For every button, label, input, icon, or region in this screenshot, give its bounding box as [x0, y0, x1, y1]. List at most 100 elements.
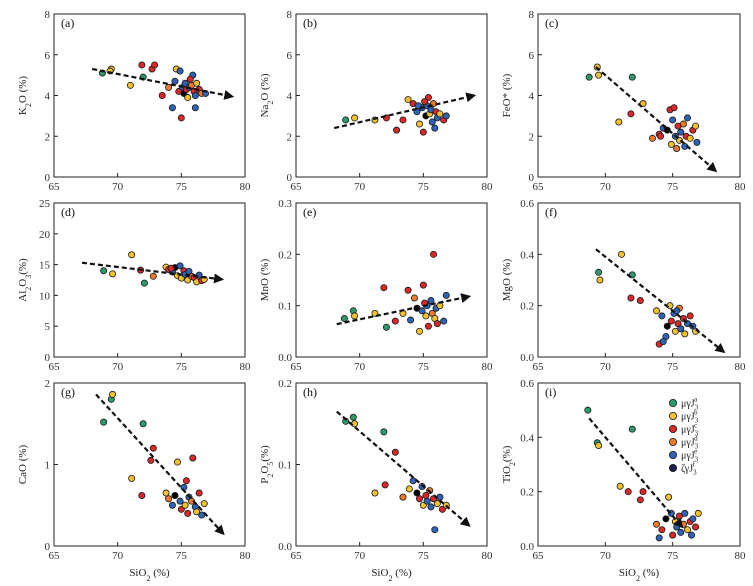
data-point [663, 322, 671, 330]
data-point [667, 140, 675, 148]
x-axis-title: SiO2 (%) [371, 567, 412, 583]
data-point [349, 413, 357, 421]
data-point [681, 509, 689, 517]
x-tick-label: 70 [354, 181, 366, 193]
panel-label: (i) [545, 385, 556, 399]
panel-d: 65 70 75 80 0 5 10 15 20 25 (d) Al2O3(%) [17, 198, 251, 373]
data-point [433, 500, 441, 508]
data-point [692, 523, 700, 531]
data-point [617, 250, 625, 258]
y-tick-label: 2 [45, 131, 51, 143]
plot-frame [537, 202, 741, 358]
data-point [138, 61, 146, 69]
data-point [189, 454, 197, 462]
data-point [419, 281, 427, 289]
panel-h: 65 70 75 80 0.0 0.1 0.2 (h) P2O5(%) SiO2 (%) [259, 378, 493, 583]
panel-label: (e) [303, 205, 316, 219]
panel-c: 65 70 75 80 0 2 4 6 8 (c) FeO* (%) [501, 9, 746, 193]
data-point [659, 338, 667, 346]
data-point [673, 307, 681, 315]
data-point [351, 312, 359, 320]
panel-i: 65 70 75 80 0.0 0.2 0.4 0.6 (i) TiO2(%) SiO2 (%) [501, 378, 746, 583]
data-point [413, 489, 421, 497]
data-point [171, 491, 179, 499]
x-tick-label: 80 [240, 181, 252, 193]
x-tick-label: 75 [667, 361, 679, 373]
data-point [139, 420, 147, 428]
y-tick-label: 0.2 [278, 249, 292, 261]
data-point [381, 481, 389, 489]
data-point [165, 495, 173, 503]
data-point [100, 418, 108, 426]
data-point [342, 116, 350, 124]
data-point [100, 267, 108, 275]
data-point [683, 526, 691, 534]
data-point [677, 128, 685, 136]
panel-label: (f) [545, 205, 557, 219]
plot-frame [53, 382, 246, 547]
legend-label: μγJ3d [681, 435, 699, 451]
data-point [195, 489, 203, 497]
data-point [149, 272, 157, 280]
y-axis-title: Al2O3(%) [17, 258, 33, 302]
y-axis-title: CaO (%) [17, 444, 29, 484]
data-point [636, 496, 644, 504]
x-tick-label: 80 [482, 181, 494, 193]
trend-arrow [336, 293, 472, 326]
y-tick-label: 0 [529, 172, 535, 184]
y-axis-title: K2O (%) [17, 76, 33, 115]
data-point [184, 509, 192, 517]
plot-frame [537, 13, 741, 178]
data-point [694, 509, 702, 517]
data-point [688, 531, 696, 539]
data-point [382, 323, 390, 331]
data-point [416, 495, 424, 503]
data-point [423, 497, 431, 505]
data-point [168, 501, 176, 509]
data-point [126, 81, 134, 89]
data-point [639, 488, 647, 496]
data-point [186, 75, 194, 83]
x-tick-label: 80 [735, 181, 747, 193]
data-point [162, 489, 170, 497]
x-tick-label: 65 [291, 181, 303, 193]
x-axis-title: SiO2 (%) [129, 567, 170, 583]
x-tick-label: 65 [291, 361, 303, 373]
y-tick-label: 5 [45, 321, 51, 333]
data-point [165, 83, 173, 91]
data-point [182, 477, 190, 485]
panel-label: (g) [61, 385, 75, 399]
plot-frame [295, 382, 488, 547]
data-point [380, 284, 388, 292]
panel-a: 65 70 75 80 0 2 4 6 8 (a) K2O (%) [17, 9, 251, 193]
data-point [442, 291, 450, 299]
data-point [585, 73, 593, 81]
x-tick-label: 70 [600, 550, 612, 562]
data-point [371, 489, 379, 497]
y-tick-label: 15 [39, 260, 51, 272]
y-tick-label: 0.0 [520, 352, 534, 364]
data-point [624, 488, 632, 496]
y-tick-label: 0 [45, 541, 51, 553]
data-point [440, 317, 448, 325]
y-tick-label: 4 [45, 91, 51, 103]
y-tick-label: 0.1 [278, 301, 292, 313]
data-point [380, 428, 388, 436]
data-point [686, 134, 694, 142]
panel-label: (c) [545, 16, 558, 30]
data-point [681, 330, 689, 338]
y-tick-label: 0.2 [278, 378, 292, 390]
y-tick-label: 0.1 [278, 460, 292, 472]
x-tick-label: 65 [49, 361, 61, 373]
data-point [158, 92, 166, 100]
data-point [391, 317, 399, 325]
data-point [174, 458, 182, 466]
y-tick-label: 0.3 [278, 198, 292, 210]
data-point [689, 515, 697, 523]
panel-label: (h) [303, 385, 317, 399]
y-tick-label: 20 [39, 229, 51, 241]
data-point [673, 144, 681, 152]
data-point [669, 531, 677, 539]
y-tick-label: 0.0 [278, 352, 292, 364]
x-tick-label: 80 [735, 361, 747, 373]
